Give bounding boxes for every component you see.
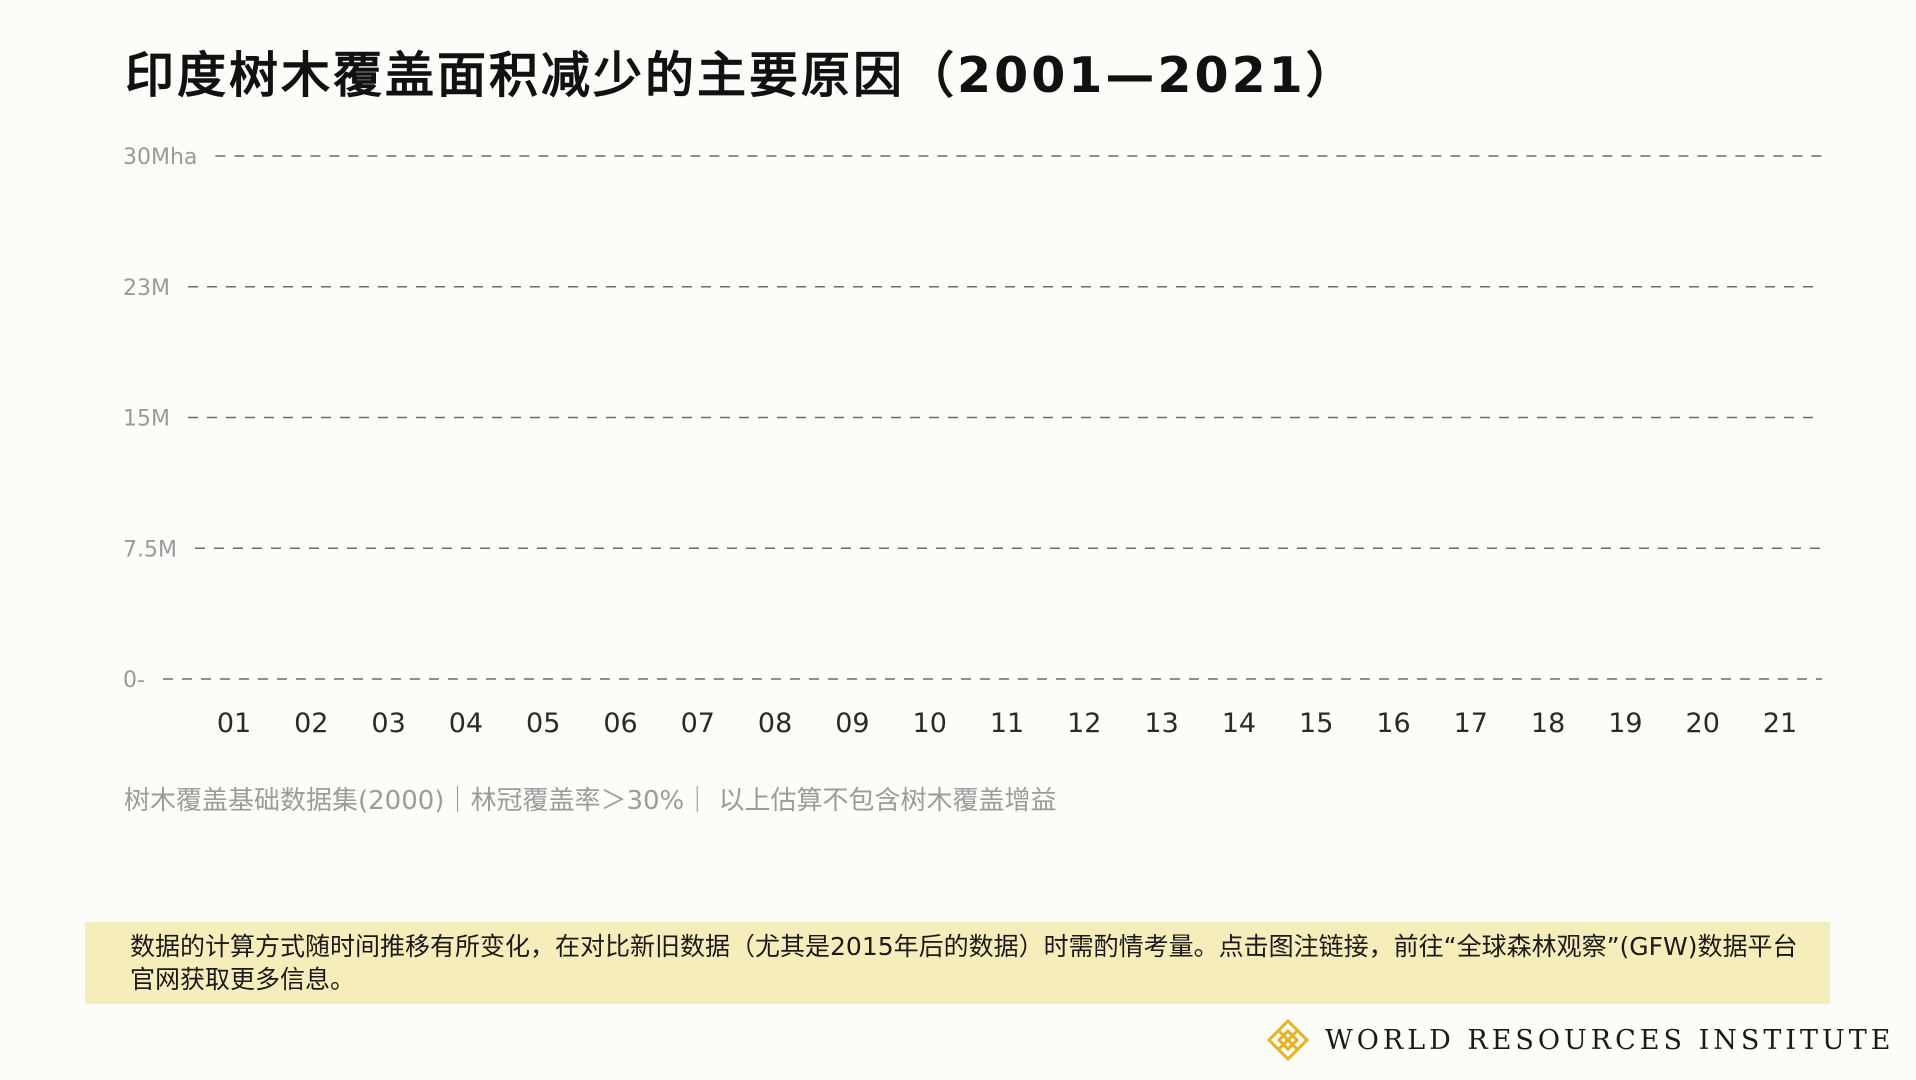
chart-title: 印度树木覆盖面积减少的主要原因（2001—2021）	[125, 47, 1358, 104]
disclaimer-banner: 数据的计算方式随时间推移有所变化，在对比新旧数据（尤其是2015年后的数据）时需…	[85, 922, 1830, 1004]
x-tick-label: 07	[681, 708, 715, 739]
x-tick-label: 09	[835, 708, 869, 739]
x-tick-label: 16	[1376, 708, 1410, 739]
x-tick-label: 17	[1454, 708, 1488, 739]
x-tick-label: 12	[1067, 708, 1101, 739]
chart-plot: 0- 7.5M 15M 23M 30Mha 01 02 03 04 05 06 07 08 09 10 11 1…	[123, 145, 1822, 739]
y-tick-label: 0-	[123, 668, 145, 693]
y-tick-label: 7.5M	[123, 537, 177, 562]
x-tick-label: 02	[294, 708, 328, 739]
x-tick-label: 08	[758, 708, 792, 739]
x-tick-label: 05	[526, 708, 560, 739]
x-tick-label: 15	[1299, 708, 1333, 739]
x-tick-label: 20	[1686, 708, 1720, 739]
x-tick-label: 04	[449, 708, 483, 739]
brand-name: WORLD RESOURCES INSTITUTE	[1325, 1024, 1895, 1056]
x-tick-label: 11	[990, 708, 1024, 739]
y-tick-label: 30Mha	[123, 145, 197, 170]
y-tick-label: 23M	[123, 276, 170, 301]
brand-lockup[interactable]: WORLD RESOURCES INSTITUTE	[1265, 1015, 1895, 1065]
x-tick-label: 01	[217, 708, 251, 739]
x-tick-label: 06	[603, 708, 637, 739]
disclaimer-text: 数据的计算方式随时间推移有所变化，在对比新旧数据（尤其是2015年后的数据）时需…	[130, 932, 1798, 994]
x-tick-label: 18	[1531, 708, 1565, 739]
y-tick-label: 15M	[123, 407, 170, 432]
x-tick-label: 21	[1763, 708, 1797, 739]
x-tick-label: 14	[1222, 708, 1256, 739]
wri-logo-icon	[1266, 1018, 1310, 1062]
chart-footnote: 树木覆盖基础数据集(2000)｜林冠覆盖率＞30%｜ 以上估算不包含树木覆盖增益	[124, 786, 1057, 816]
x-tick-label: 10	[913, 708, 947, 739]
x-tick-label: 13	[1144, 708, 1178, 739]
x-tick-label: 03	[371, 708, 405, 739]
x-tick-label: 19	[1608, 708, 1642, 739]
